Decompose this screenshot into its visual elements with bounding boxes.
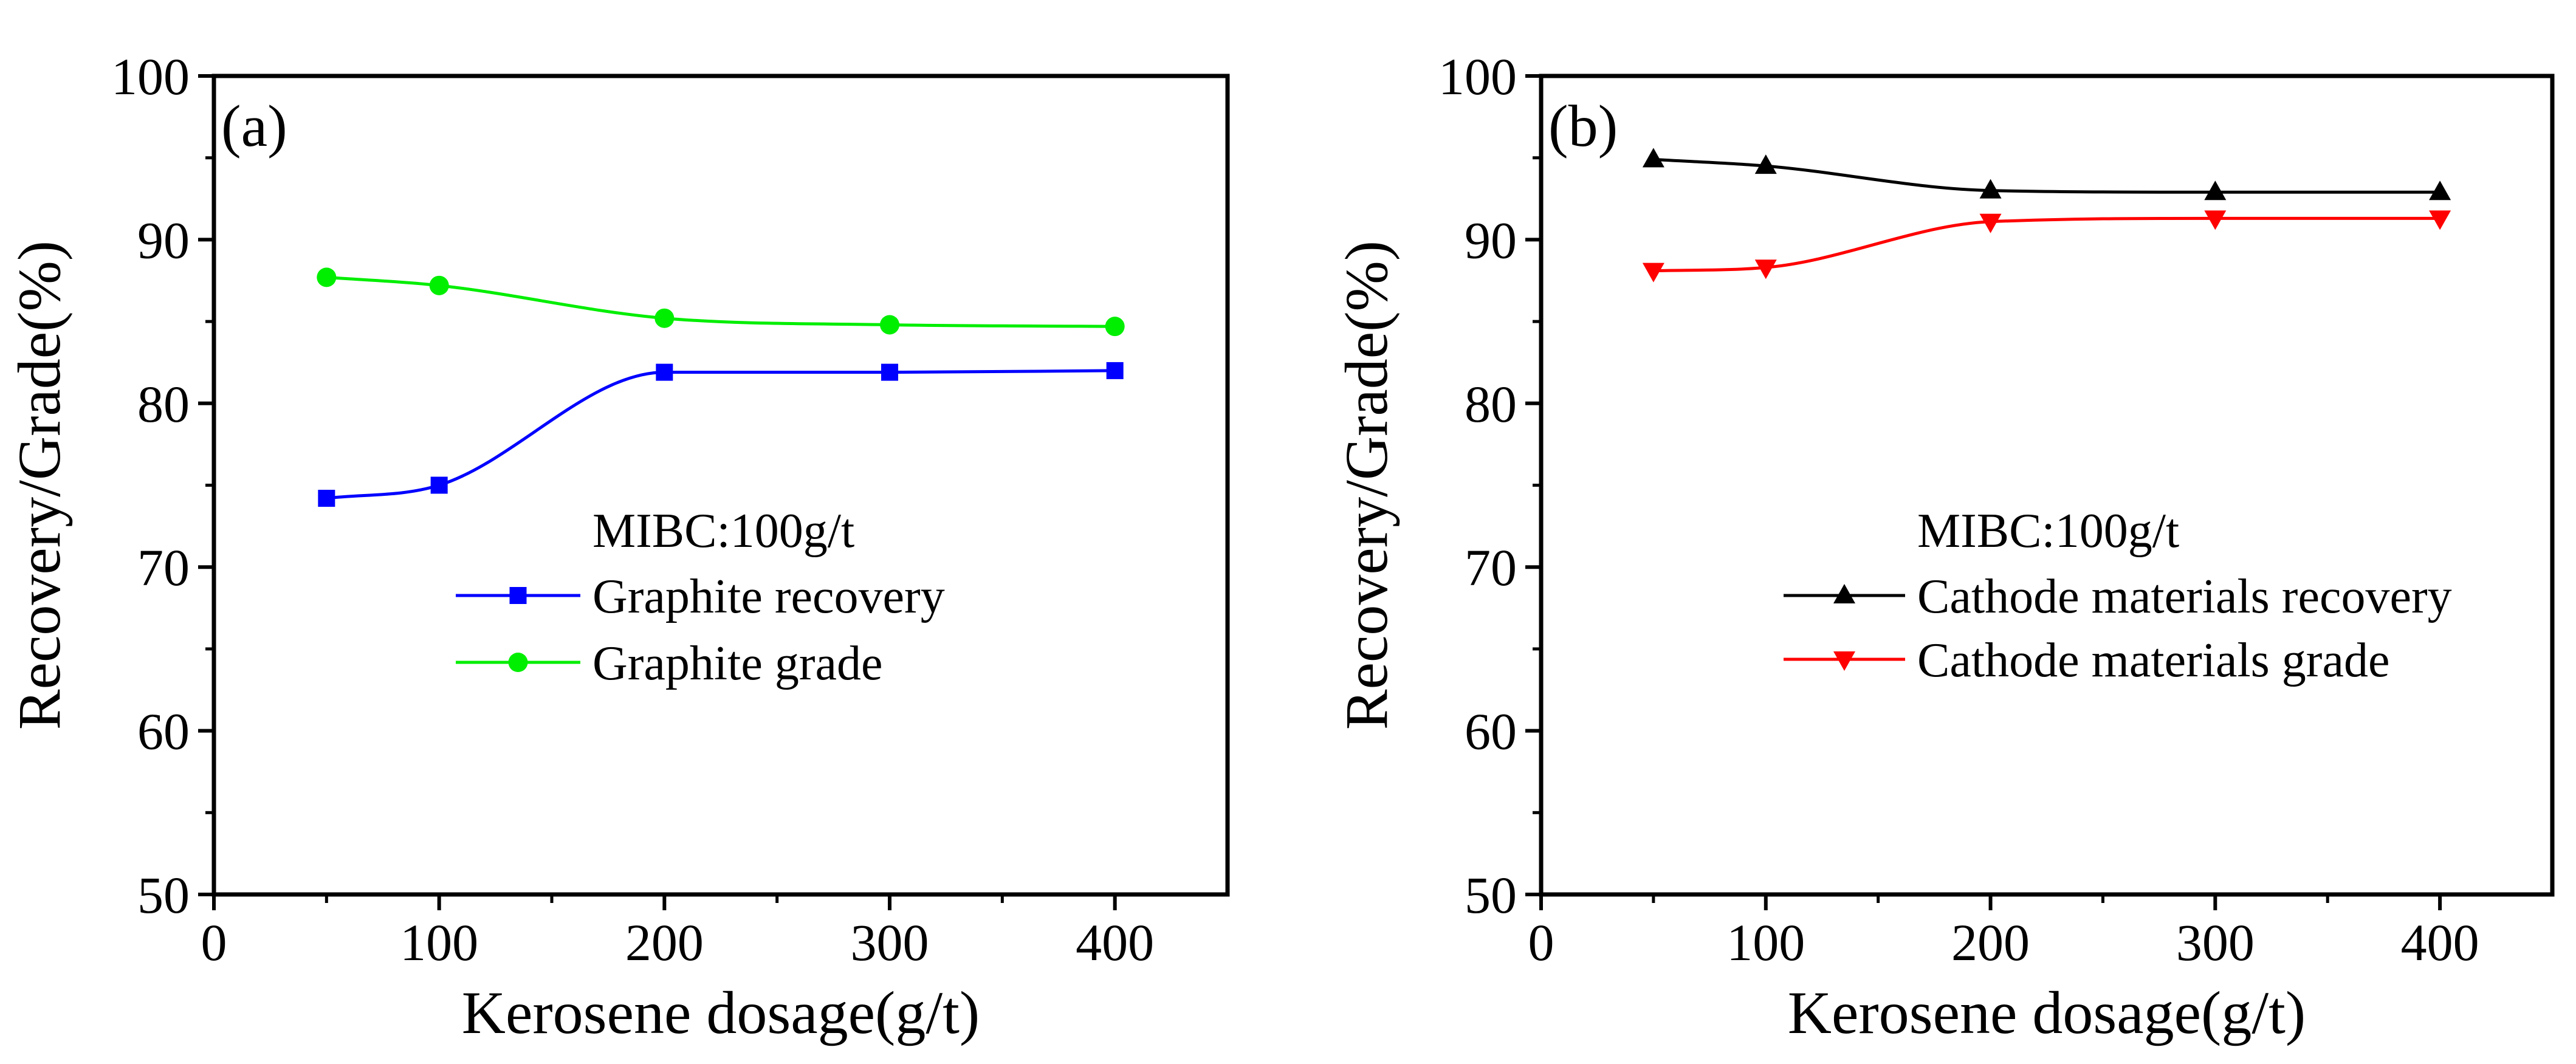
plot-frame (1539, 74, 2555, 897)
data-point (317, 267, 337, 287)
x-tick-label: 300 (2176, 913, 2255, 972)
y-tick-label: 70 (137, 538, 190, 597)
legend-label: Cathode materials grade (1917, 634, 2389, 687)
y-tick-label: 50 (1465, 866, 1517, 924)
data-point (2204, 210, 2227, 230)
x-tick-label: 200 (625, 913, 704, 972)
chart-panel-b: 0 100 200 300 400 50 60 70 80 90 100 Kerosene dosag… (1333, 47, 2555, 1046)
data-point (2429, 210, 2451, 230)
legend-label: Cathode materials recovery (1917, 570, 2452, 623)
data-point (1754, 154, 1777, 174)
y-axis-title: Recovery/Grade(%) (1333, 241, 1400, 730)
series-line-0 (1653, 157, 2440, 194)
data-point (429, 275, 449, 295)
y-tick-label: 90 (137, 211, 190, 269)
legend-marker (508, 653, 528, 672)
x-tick-label: 100 (400, 913, 478, 972)
data-point (1105, 317, 1125, 337)
y-tick-label: 50 (137, 866, 190, 924)
chart-panel-a: 0 100 200 300 400 50 60 70 80 90 100 Kerosene dosag… (5, 47, 1230, 1046)
data-point (880, 315, 899, 335)
data-point (1754, 259, 1777, 280)
plot-frame (211, 74, 1230, 897)
legend-marker (1833, 651, 1855, 671)
legend-label: Graphite recovery (592, 570, 945, 623)
x-tick-label: 300 (851, 913, 929, 972)
data-point (1979, 179, 2002, 199)
x-tick-label: 400 (2401, 913, 2479, 972)
data-point (654, 308, 675, 328)
y-tick-label: 80 (1465, 375, 1517, 433)
data-point (656, 363, 673, 381)
y-axis-title: Recovery/Grade(%) (5, 241, 73, 730)
y-tick-label: 100 (111, 47, 190, 106)
series-line-1 (326, 275, 1115, 328)
data-point (318, 490, 335, 507)
annotation-text: MIBC:100g/t (592, 504, 854, 558)
x-tick-label: 400 (1076, 913, 1154, 972)
data-point (1979, 213, 2002, 233)
data-point (2429, 180, 2451, 201)
legend-marker (1833, 584, 1855, 603)
data-point (1106, 362, 1124, 379)
series-line-1 (1653, 216, 2440, 273)
y-tick-label: 80 (137, 375, 190, 433)
annotation-text: MIBC:100g/t (1917, 504, 2179, 558)
y-tick-label: 70 (1465, 538, 1517, 597)
data-point (1642, 148, 1664, 168)
data-point (2204, 180, 2227, 201)
x-axis-title: Kerosene dosage(g/t) (1788, 979, 2306, 1046)
y-tick-label: 60 (137, 702, 190, 761)
x-tick-label: 100 (1726, 913, 1805, 972)
x-tick-label: 0 (201, 913, 227, 972)
legend-label: Graphite grade (592, 637, 883, 690)
y-tick-label: 60 (1465, 702, 1517, 761)
x-tick-label: 200 (1951, 913, 2030, 972)
y-tick-label: 100 (1438, 47, 1517, 106)
x-tick-label: 0 (1528, 913, 1554, 972)
data-point (881, 363, 898, 381)
data-point (430, 476, 448, 494)
data-point (1642, 263, 1664, 283)
x-axis-title: Kerosene dosage(g/t) (462, 979, 980, 1046)
panel-label: (a) (221, 94, 287, 159)
legend-marker (509, 587, 527, 604)
panel-label: (b) (1548, 94, 1618, 159)
y-tick-label: 90 (1465, 211, 1517, 269)
